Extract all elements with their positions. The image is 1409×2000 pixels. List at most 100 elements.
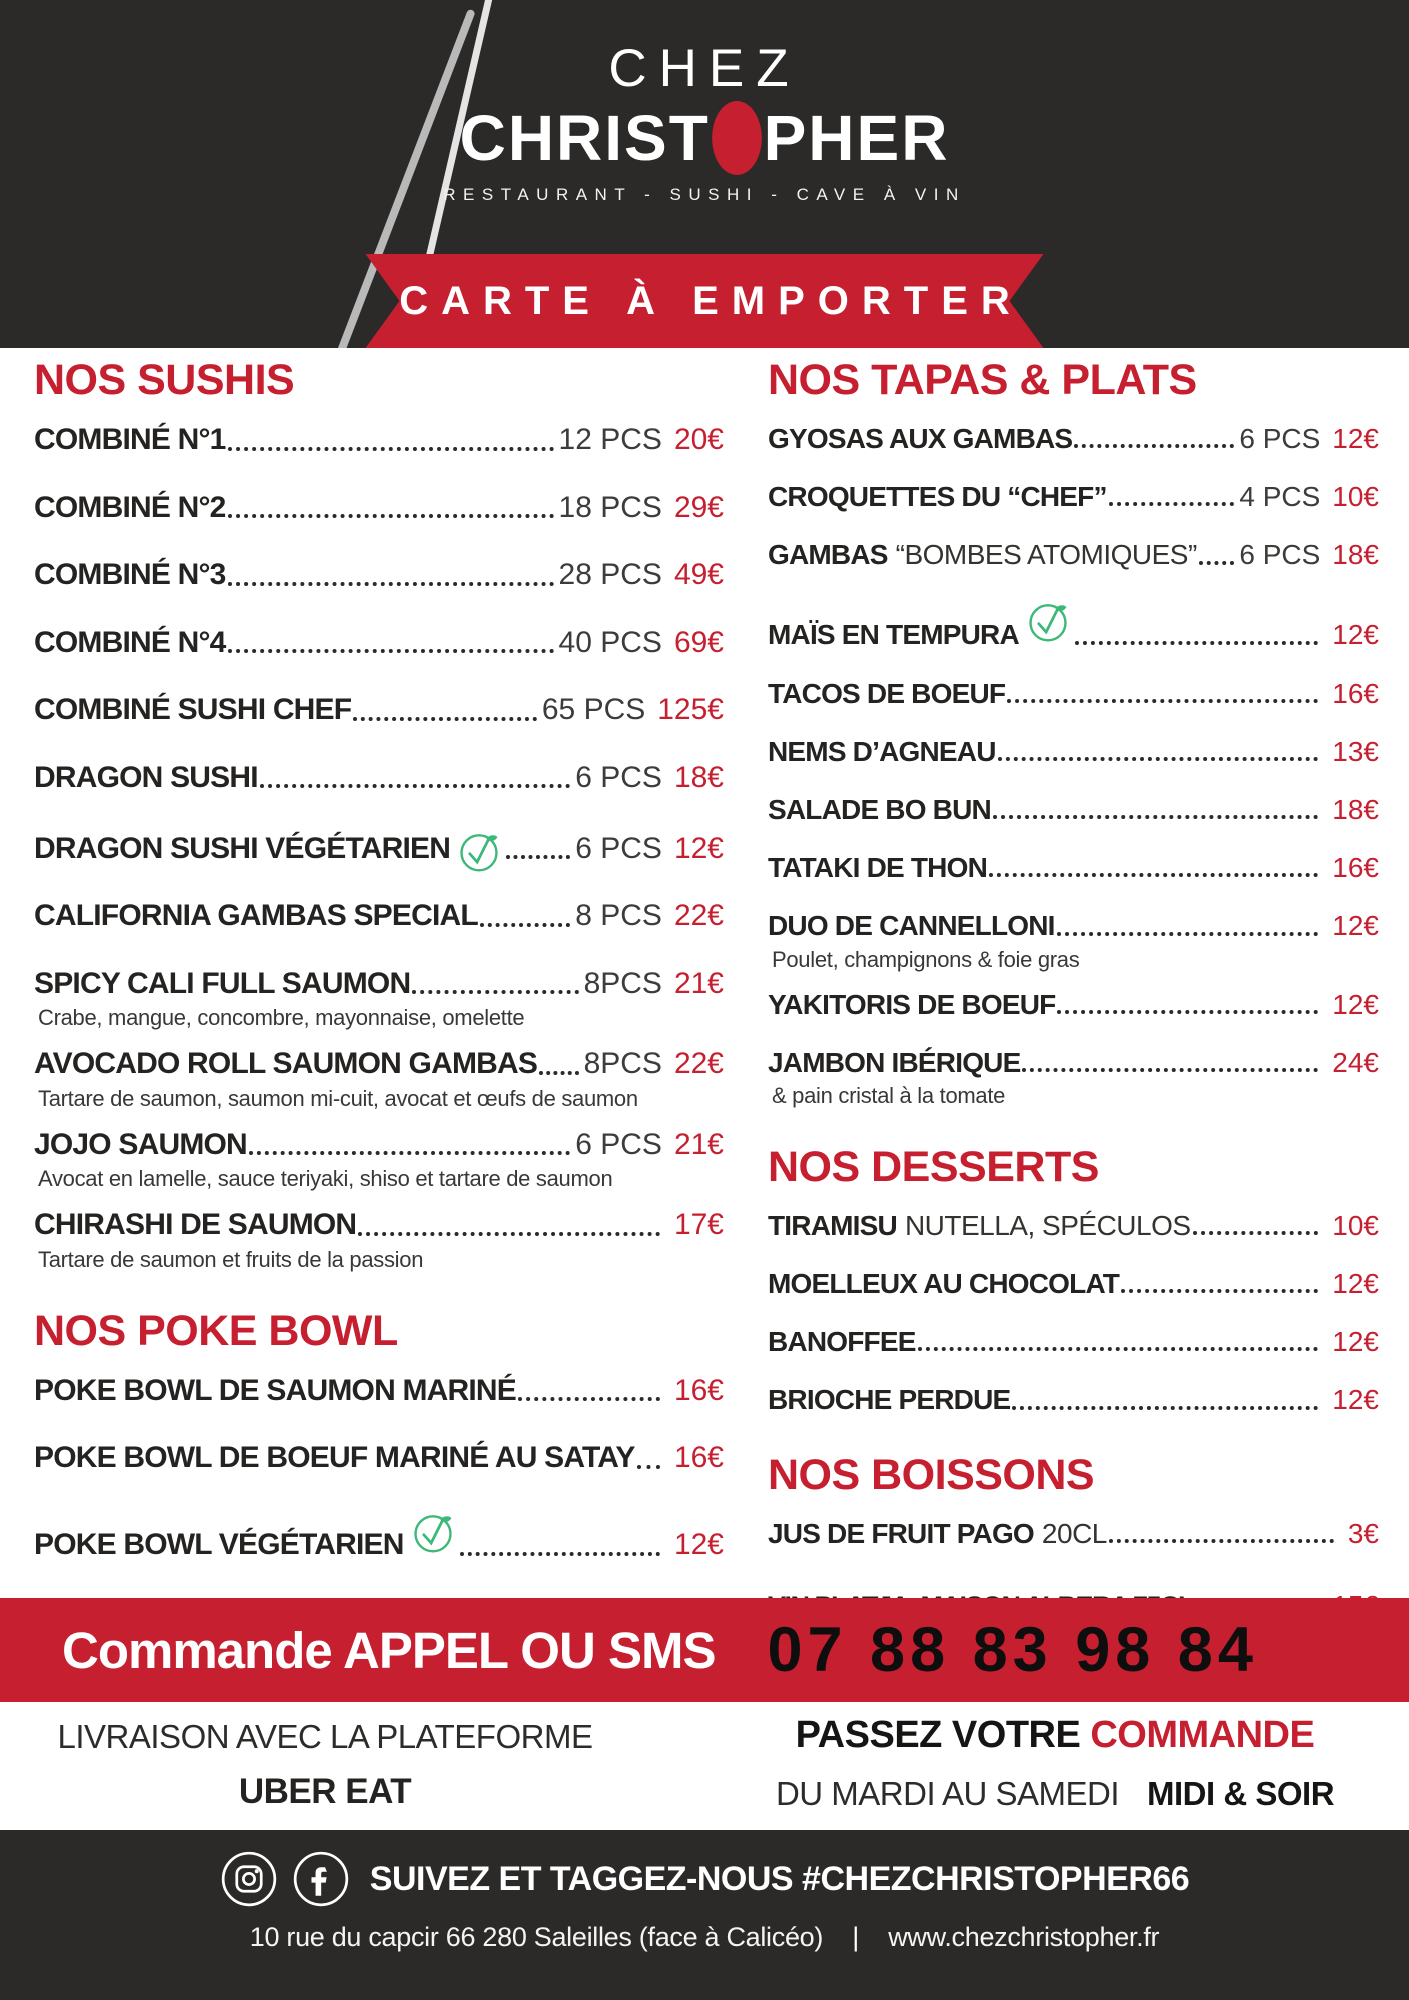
dotted-leader [636,1464,660,1469]
dotted-leader [539,1070,579,1075]
menu-item: MAÏS EN TEMPURA 12€ [768,598,1379,652]
menu-item-description: Tartare de saumon, saumon mi-cuit, avoca… [38,1085,638,1111]
menu-item: POKE BOWL DE BOEUF MARINÉ AU SATAY 16€ [34,1441,724,1474]
menu-item: DRAGON SUSHI VÉGÉTARIEN 6 PCS 12€ [34,828,724,872]
menu-item: DUO DE CANNELLONI 12€ [768,910,1379,942]
social-hashtag-text: SUIVEZ ET TAGGEZ-NOUS #CHEZCHRISTOPHER66 [369,1859,1190,1898]
instagram-icon [221,1851,276,1907]
dotted-leader [1074,640,1319,645]
red-o-icon: O [711,101,762,175]
dotted-leader [248,1151,571,1155]
dotted-leader [992,815,1319,820]
section-title-poke: NOS POKE BOWL [34,1306,398,1355]
menu-item: JUS DE FRUIT PAGO 20CL 3€ [768,1517,1379,1549]
dotted-leader [353,716,537,721]
menu-item: JAMBON IBÉRIQUE 24€ [768,1046,1379,1078]
opening-hours: DU MARDI AU SAMEDI MIDI & SOIR [775,1775,1335,1812]
right-column: NOS TAPAS & PLATS GYOSAS AUX GAMBAS 6 PCS… [724,352,1379,1734]
dotted-leader [1056,931,1319,936]
dotted-leader [997,756,1319,761]
menu-item: SPICY CALI FULL SAUMON 8PCS 21€ [34,966,724,1000]
social-row: SUIVEZ ET TAGGEZ-NOUS #CHEZCHRISTOPHER66 [0,1850,1409,1908]
separator: | [852,1922,860,1952]
dotted-leader [506,855,571,859]
vegetarian-icon [413,1514,452,1553]
facebook-icon [293,1851,348,1907]
dotted-leader [917,1347,1319,1352]
menu-item: CROQUETTES DU “CHEF” 4 PCS 10€ [768,481,1379,513]
dotted-leader [1057,1009,1319,1014]
menu-item: CALIFORNIA GAMBAS SPECIAL 8 PCS 22€ [34,899,724,932]
phone-number: 07 88 83 98 84 [767,1615,1258,1685]
menu-item: TIRAMISU NUTELLA, SPÉCULOS 10€ [768,1209,1379,1241]
website-url: www.chezchristopher.fr [888,1922,1160,1952]
menu-item: DRAGON SUSHI 6 PCS 18€ [34,760,724,794]
dotted-leader [358,1231,660,1236]
menu-item: BRIOCHE PERDUE 12€ [768,1384,1379,1416]
menu-item: AVOCADO ROLL SAUMON GAMBAS 8PCS 22€ [34,1047,724,1080]
menu-item-description: Crabe, mangue, concombre, mayonnaise, om… [38,1005,525,1030]
order-band: Commande APPEL OU SMS 07 88 83 98 84 [0,1598,1409,1702]
menu-item: GAMBAS “BOMBES ATOMIQUES” 6 PCS 18€ [768,539,1379,571]
dotted-leader [227,581,554,586]
dotted-leader [989,873,1319,878]
section-title-desserts: NOS DESSERTS [768,1142,1099,1191]
menu-item: COMBINÉ N°1 12 PCS 20€ [34,423,724,456]
menu-item-description: Tartare de saumon et fruits de la passio… [38,1246,424,1272]
delivery-platform: LIVRAISON AVEC LA PLATEFORME UBER EAT [45,1718,605,1812]
menu-item: YAKITORIS DE BOEUF 12€ [768,988,1379,1020]
dotted-leader [1192,1231,1319,1236]
dotted-leader [1121,1289,1319,1294]
restaurant-logo: CHEZ CHRISTOPHER RESTAURANT - SUSHI - CA… [0,38,1409,205]
menu-item: BANOFFEE 12€ [768,1326,1379,1358]
dotted-leader [1198,560,1235,565]
menu-item: JOJO SAUMON 6 PCS 21€ [34,1127,724,1161]
menu-item: COMBINÉ N°2 18 PCS 29€ [34,490,724,524]
dotted-leader [479,922,571,927]
dotted-leader [1022,1067,1319,1072]
delivery-platform-name: UBER EAT [238,1772,412,1811]
order-label: Commande APPEL OU SMS [62,1621,716,1679]
dotted-leader [227,514,554,518]
menu-columns: NOS SUSHIS COMBINÉ N°1 12 PCS 20€ COMBINÉ … [0,352,1409,1734]
menu-item-description: Avocat en lamelle, sauce teriyaki, shiso… [38,1166,613,1191]
menu-item: CHIRASHI DE SAUMON 17€ [34,1208,724,1241]
delivery-platform-label: LIVRAISON AVEC LA PLATEFORME [57,1718,593,1755]
menu-item-description: & pain cristal à la tomate [772,1082,1006,1108]
vegetarian-icon [460,834,498,872]
menu-item: COMBINÉ N°4 40 PCS 69€ [34,625,724,659]
dotted-leader [1074,444,1235,449]
menu-item-description: Poulet, champignons & foie gras [772,946,1080,972]
order-hours: PASSEZ VOTRE COMMANDE DU MARDI AU SAMEDI M… [740,1714,1370,1813]
section-title-sushis: NOS SUSHIS [34,356,295,404]
menu-item: NEMS D’AGNEAU 13€ [768,735,1379,767]
street-address: 10 rue du capcir 66 280 Saleilles (face … [249,1922,824,1952]
logo-tagline: RESTAURANT - SUSHI - CAVE À VIN [443,185,966,204]
menu-item: COMBINÉ SUSHI CHEF 65 PCS 125€ [34,693,724,726]
dotted-leader [1108,502,1235,507]
dotted-leader [412,990,579,994]
address-row: 10 rue du capcir 66 280 Saleilles (face … [0,1922,1409,1953]
dotted-leader [518,1397,660,1401]
page-title: CARTE À EMPORTER [399,278,1023,323]
logo-line1: CHEZ [608,39,801,98]
menu-item: POKE BOWL DE SAUMON MARINÉ 16€ [34,1373,724,1407]
dotted-leader [227,446,554,451]
dotted-leader [1007,698,1319,703]
menu-item: TATAKI DE THON 16€ [768,852,1379,884]
dotted-leader [1012,1405,1319,1410]
menu-item: POKE BOWL VÉGÉTARIEN 12€ [34,1509,724,1563]
order-call-to-action: PASSEZ VOTRE COMMANDE [795,1714,1315,1756]
left-column: NOS SUSHIS COMBINÉ N°1 12 PCS 20€ COMBINÉ … [34,352,724,1734]
menu-item: GYOSAS AUX GAMBAS 6 PCS 12€ [768,423,1379,454]
menu-item: TACOS DE BOEUF 16€ [768,677,1379,709]
section-title-tapas: NOS TAPAS & PLATS [768,356,1197,404]
section-title-boissons: NOS BOISSONS [768,1450,1095,1499]
menu-item: SALADE BO BUN 18€ [768,793,1379,825]
footer: SUIVEZ ET TAGGEZ-NOUS #CHEZCHRISTOPHER66… [0,1830,1409,2000]
header: CHEZ CHRISTOPHER RESTAURANT - SUSHI - CA… [0,0,1409,348]
vegetarian-icon [1029,603,1067,642]
delivery-strip: LIVRAISON AVEC LA PLATEFORME UBER EAT PA… [0,1702,1409,1830]
title-ribbon: CARTE À EMPORTER [366,254,1044,348]
